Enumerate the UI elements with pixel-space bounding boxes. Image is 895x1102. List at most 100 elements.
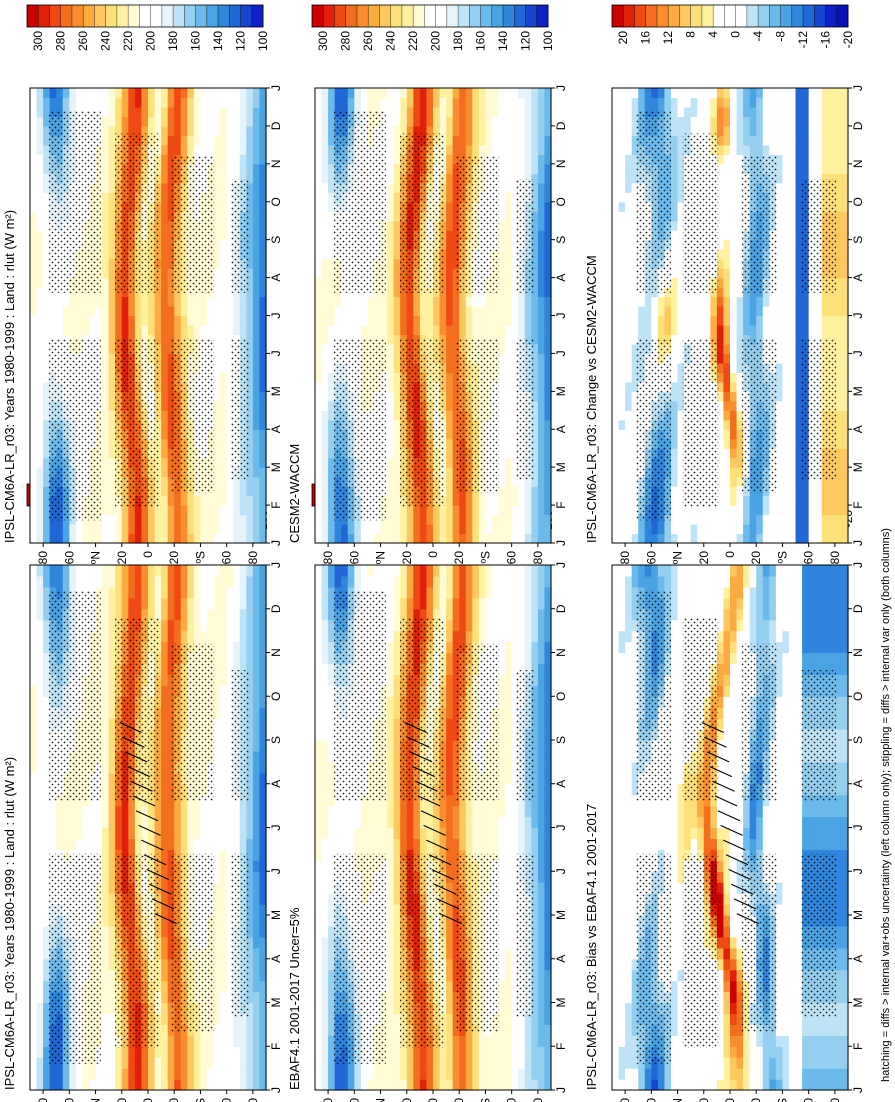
stipple-region [48, 853, 101, 1064]
heatmap-cell [259, 980, 267, 993]
heatmap-cell [36, 761, 44, 774]
heatmap-cell [128, 838, 136, 850]
colorbar-tick-label: 120 [234, 31, 248, 51]
heatmap-cell [49, 565, 57, 577]
heatmap-cell [36, 980, 44, 993]
heatmap-cell [108, 438, 116, 449]
heatmap-cell [30, 641, 38, 654]
heatmap-cell [200, 306, 208, 317]
heatmap-cell [321, 1079, 329, 1091]
heatmap-cell [220, 641, 228, 654]
heatmap-cell [36, 1057, 44, 1069]
heatmap-cell [174, 144, 182, 155]
heatmap-cell [321, 565, 329, 577]
heatmap-cell [141, 1046, 149, 1058]
colorbar-tick-label: 240 [99, 31, 113, 51]
heatmap-cell [167, 816, 175, 829]
heatmap-cell [367, 575, 375, 588]
heatmap-cell [161, 343, 169, 355]
heatmap-cell [141, 565, 149, 577]
lat-tick-label: ºN [89, 551, 103, 564]
heatmap-cell [89, 306, 97, 317]
heatmap-cell [387, 871, 395, 883]
heatmap-cell [115, 816, 123, 829]
heatmap-cell [426, 805, 434, 818]
heatmap-cell [465, 575, 473, 588]
heatmap-cell [485, 1046, 493, 1058]
heatmap-cell [393, 805, 401, 818]
heatmap-cell [259, 729, 267, 741]
heatmap-cell [246, 287, 254, 298]
heatmap-cell [43, 685, 51, 697]
heatmap-cell [167, 925, 175, 938]
heatmap-cell [321, 893, 329, 905]
heatmap-cell [30, 410, 38, 421]
heatmap-cell [239, 514, 247, 525]
heatmap-cell [167, 173, 175, 184]
heatmap-cell [62, 324, 70, 336]
heatmap-cell [43, 362, 51, 373]
heatmap-cell [187, 1079, 195, 1091]
colorbar-tick-label: 140 [211, 31, 225, 51]
heatmap-cell [341, 575, 349, 588]
heatmap-cell [102, 116, 110, 127]
heatmap-cell [213, 849, 221, 861]
heatmap-cell [321, 947, 329, 960]
heatmap-cell [89, 565, 97, 577]
colorbar-swatch [27, 5, 39, 27]
heatmap-cell [446, 761, 454, 774]
heatmap-cell [328, 805, 336, 818]
heatmap-cell [478, 608, 487, 621]
heatmap-cell [141, 586, 149, 599]
heatmap-cell [161, 969, 169, 982]
heatmap-cell [154, 1057, 162, 1069]
heatmap-cell [30, 915, 38, 927]
heatmap-cell [200, 533, 208, 544]
heatmap-cell [36, 1079, 44, 1091]
month-tick-label: M [269, 386, 283, 396]
heatmap-cell [36, 586, 44, 599]
heatmap-cell [341, 816, 349, 829]
heatmap-cell [30, 740, 38, 752]
heatmap-cell [334, 565, 342, 577]
heatmap-cell [213, 969, 221, 982]
heatmap-cell [30, 565, 38, 577]
heatmap-cell [207, 116, 215, 127]
heatmap-cell [213, 116, 221, 127]
heatmap-cell [400, 597, 408, 610]
heatmap-cell [226, 619, 234, 632]
heatmap-cell [374, 565, 382, 577]
heatmap-cell [259, 685, 267, 697]
heatmap-cell [167, 88, 175, 99]
heatmap-cell [213, 448, 221, 459]
heatmap-cell [252, 1002, 261, 1015]
heatmap-cell [239, 315, 247, 326]
heatmap-cell [246, 192, 254, 203]
heatmap-cell [174, 1068, 182, 1080]
heatmap-cell [452, 991, 460, 1004]
stippling [48, 110, 250, 521]
heatmap-cell [246, 429, 254, 440]
heatmap-cell [108, 400, 116, 411]
heatmap-cell [36, 958, 44, 971]
heatmap-cell [36, 915, 44, 927]
stipple-region [230, 853, 250, 1017]
heatmap-cell [246, 663, 254, 675]
heatmap-cell [108, 838, 116, 850]
heatmap-cell [56, 315, 64, 326]
heatmap-cell [148, 88, 156, 99]
heatmap-cell [393, 1068, 401, 1080]
heatmap-cell [220, 524, 228, 535]
heatmap-cell [200, 1057, 208, 1069]
heatmap-cell [233, 97, 241, 108]
heatmap-cell [134, 306, 143, 317]
heatmap-cell [413, 1057, 421, 1069]
heatmap-cell [174, 135, 182, 146]
heatmap-cell [30, 514, 38, 525]
heatmap-cell [226, 144, 234, 155]
heatmap-cell [121, 315, 129, 326]
heatmap-cell [252, 641, 261, 654]
heatmap-cell [459, 1079, 467, 1091]
heatmap-cell [220, 381, 228, 392]
hatch-line [143, 854, 167, 866]
